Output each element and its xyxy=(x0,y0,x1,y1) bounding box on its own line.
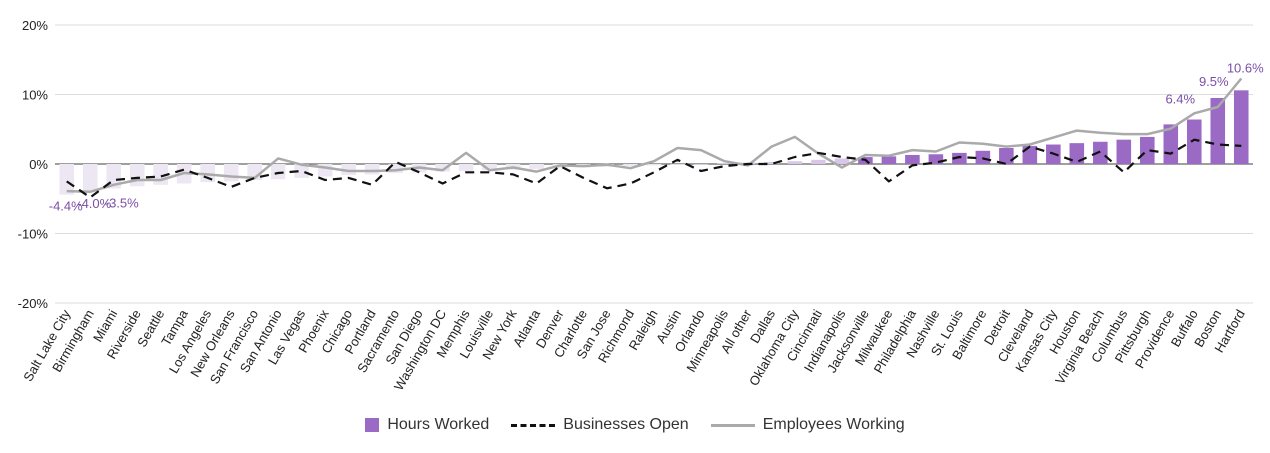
bar-hours-worked xyxy=(129,164,145,187)
y-tick-label: -10% xyxy=(18,227,49,242)
data-label: 6.4% xyxy=(1165,92,1195,107)
bar-hours-worked xyxy=(646,164,662,166)
bar-hours-worked xyxy=(223,164,239,182)
bar-hours-worked xyxy=(952,152,967,164)
bar-hours-worked xyxy=(1233,90,1249,164)
chart-plot: 20% 10% 0% -10% -20% -4.4%-4.0%-3.5% 6.4% 9.5%1… xyxy=(18,18,1264,393)
legend-swatch-employees-working xyxy=(710,423,755,427)
bar-hours-worked xyxy=(834,158,850,164)
legend-label-employees-working: Employees Working xyxy=(762,416,905,433)
bar-hours-worked xyxy=(1140,136,1155,164)
y-tick-label: 10% xyxy=(22,88,48,103)
data-label: 10.6% xyxy=(1227,60,1264,75)
bar-hours-worked xyxy=(364,164,380,175)
line-businesses-open xyxy=(66,138,1242,199)
y-tick-label: -20% xyxy=(18,296,49,311)
legend-label-businesses-open: Businesses Open xyxy=(563,416,689,433)
bar-hours-worked xyxy=(1022,145,1038,164)
bar-hours-worked xyxy=(341,164,356,176)
bar-hours-worked xyxy=(717,163,732,164)
bar-hours-worked xyxy=(1210,97,1226,164)
bar-hours-worked xyxy=(881,156,897,164)
bar-hours-worked xyxy=(928,154,944,164)
bar-hours-worked xyxy=(1186,119,1202,164)
legend-businesses-open: Businesses Open xyxy=(511,416,689,434)
bar-hours-worked xyxy=(693,164,709,165)
y-tick-label: 20% xyxy=(22,18,48,33)
legend-swatch-businesses-open xyxy=(511,423,556,427)
bar-hours-worked xyxy=(482,164,497,171)
bar-hours-worked xyxy=(1069,143,1085,164)
data-label: -4.4% xyxy=(49,199,83,214)
bar-hours-worked xyxy=(787,161,803,164)
legend-employees-working: Employees Working xyxy=(710,416,905,434)
legend-swatch-hours-worked xyxy=(365,418,380,432)
bar-hours-worked xyxy=(529,164,544,169)
bar-hours-worked xyxy=(623,164,638,167)
bar-hours-worked xyxy=(458,164,474,171)
bar-hours-worked xyxy=(270,164,286,180)
bar-hours-worked xyxy=(670,164,685,165)
bar-hours-worked xyxy=(905,154,920,164)
bar-hours-worked xyxy=(294,164,309,178)
data-label: -4.0% xyxy=(77,196,111,211)
data-label: -3.5% xyxy=(105,195,139,210)
bar-hours-worked xyxy=(435,164,450,172)
data-label: 9.5% xyxy=(1199,74,1229,89)
bar-hours-worked xyxy=(1093,141,1108,164)
bar-hours-worked xyxy=(59,164,75,195)
bar-hours-worked xyxy=(1116,139,1132,164)
line-employees-working xyxy=(66,77,1243,194)
bar-hours-worked xyxy=(811,159,826,164)
legend: Hours Worked Businesses Open Employees W… xyxy=(0,416,1270,434)
legend-hours-worked: Hours Worked xyxy=(365,416,489,434)
bar-hours-worked xyxy=(82,164,98,192)
y-tick-label: 0% xyxy=(29,157,48,172)
bar-hours-worked xyxy=(764,161,779,164)
bar-hours-worked xyxy=(388,164,403,174)
legend-label-hours-worked: Hours Worked xyxy=(387,416,490,433)
